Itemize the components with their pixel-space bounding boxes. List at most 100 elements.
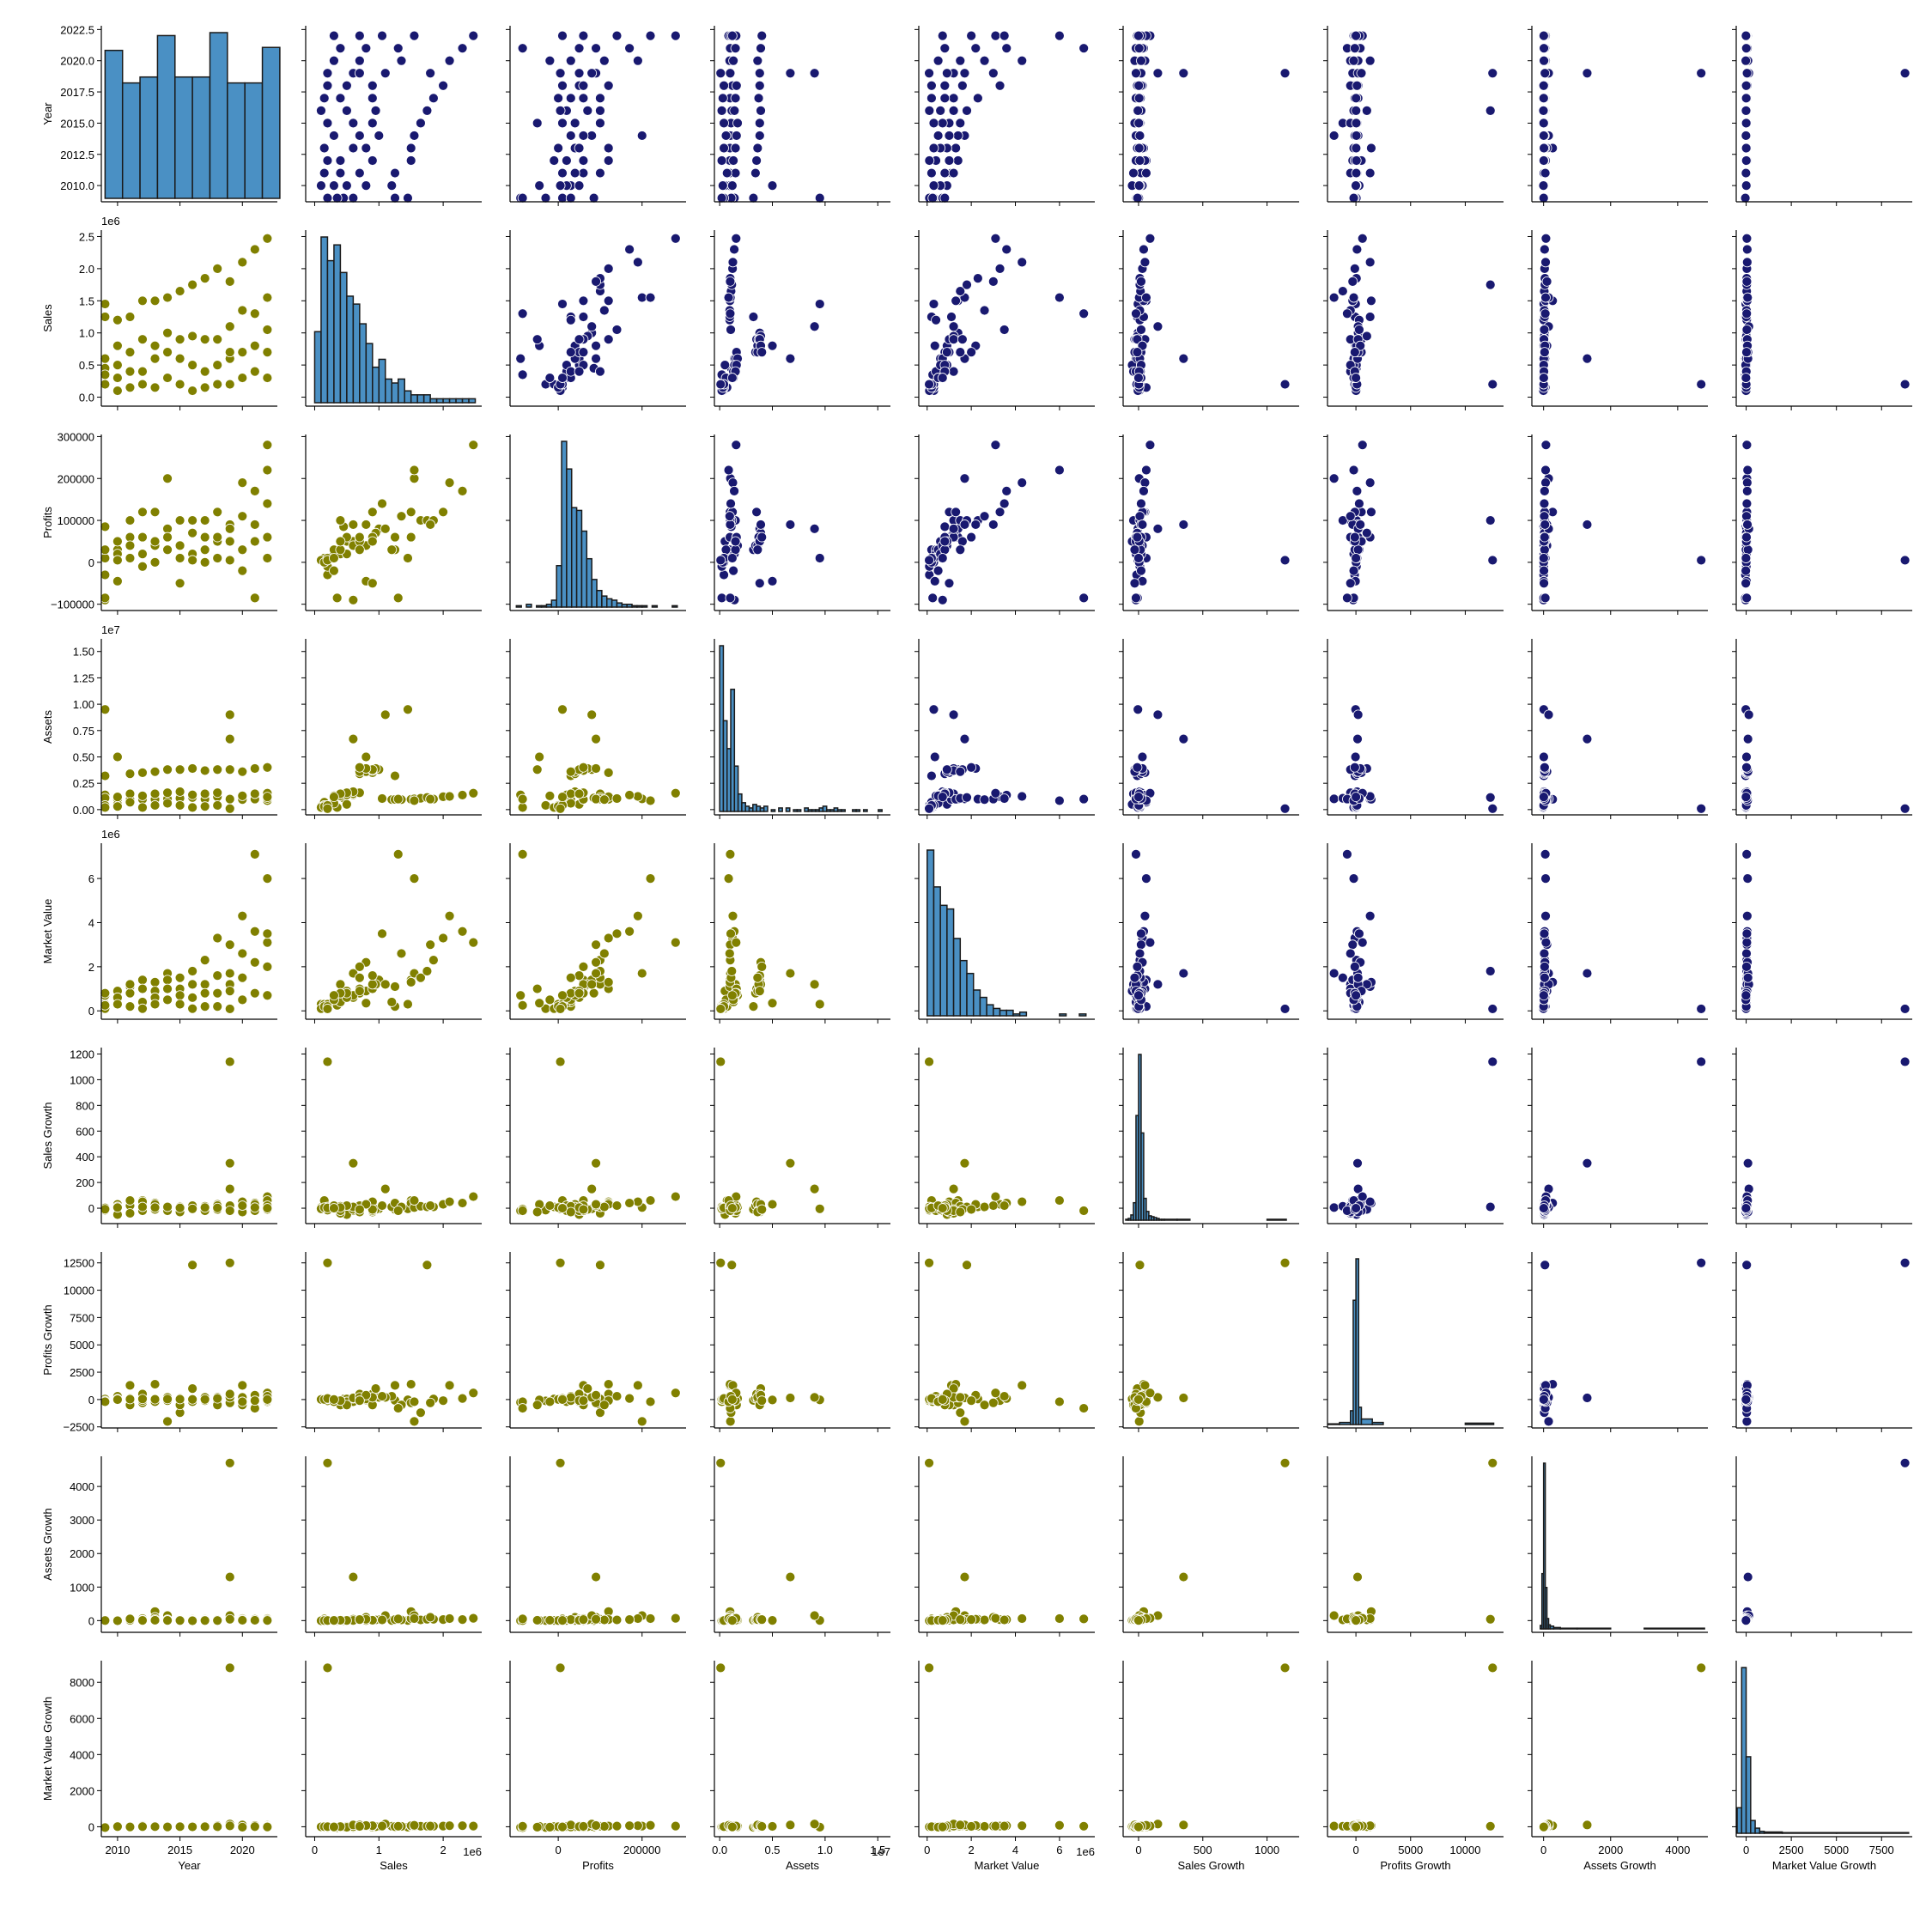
panel-assets-growth-vs-sales: [301, 1456, 482, 1637]
histogram-bar: [966, 972, 975, 1017]
scatter-point: [574, 180, 585, 191]
scatter-point: [987, 1200, 999, 1211]
scatter-point: [112, 999, 123, 1010]
scatter-point: [1279, 803, 1291, 814]
scatter-point: [730, 43, 741, 54]
scatter-point: [137, 561, 148, 572]
scatter-point: [125, 532, 136, 543]
scatter-point: [716, 105, 727, 116]
y-tick-label: 1000: [70, 1581, 94, 1594]
scatter-point: [1899, 1004, 1911, 1014]
scatter-point: [425, 1397, 436, 1408]
scatter-point: [1342, 592, 1352, 604]
scatter-point: [1352, 1571, 1363, 1583]
scatter-point: [199, 515, 210, 526]
scatter-point: [335, 536, 346, 547]
scatter-point: [125, 1394, 136, 1405]
scatter-point: [249, 340, 260, 351]
scatter-point: [1582, 1393, 1593, 1403]
scatter-point: [162, 1615, 173, 1626]
scatter-point: [237, 373, 248, 383]
scatter-point: [1741, 440, 1753, 451]
scatter-point: [1357, 233, 1368, 244]
y-tick-label: 1.0: [79, 327, 94, 340]
scatter-point: [249, 485, 260, 496]
scatter-point: [1741, 948, 1752, 959]
panel-year-vs-profits-growth: [1323, 26, 1504, 206]
histogram-bar: [209, 32, 228, 199]
scatter-point: [249, 987, 260, 999]
scatter-point: [341, 80, 352, 91]
scatter-point: [1132, 347, 1143, 358]
scatter-point: [100, 770, 111, 781]
scatter-point: [392, 793, 404, 805]
scatter-point: [726, 1615, 738, 1626]
scatter-point: [367, 155, 378, 166]
histogram-bar: [448, 398, 457, 404]
scatter-point: [645, 1396, 656, 1407]
scatter-point: [262, 1615, 273, 1626]
scatter-point: [1352, 1183, 1364, 1194]
scatter-point: [100, 704, 111, 715]
scatter-point: [162, 473, 173, 484]
scatter-point: [335, 167, 346, 179]
scatter-point: [149, 340, 161, 351]
scatter-point: [405, 507, 416, 518]
scatter-point: [1540, 873, 1551, 884]
histogram-bar: [1140, 1132, 1145, 1221]
scatter-point: [1352, 544, 1364, 556]
scatter-point: [752, 972, 763, 983]
scatter-point: [125, 347, 136, 358]
y-tick-label: 2010.0: [60, 179, 94, 192]
scatter-point: [948, 366, 959, 377]
y-tick-label: 400: [76, 1151, 94, 1163]
scatter-point: [603, 767, 614, 778]
scatter-point: [532, 1206, 543, 1218]
panel-assets-vs-market-value-growth: [1732, 639, 1912, 819]
scatter-point: [814, 192, 825, 204]
scatter-point: [354, 131, 365, 141]
scatter-point: [212, 1001, 223, 1012]
scatter-point: [578, 167, 589, 179]
scatter-point: [174, 1394, 185, 1405]
scatter-point: [1351, 1203, 1362, 1213]
scatter-point: [1133, 1394, 1144, 1405]
scatter-point: [987, 276, 999, 287]
panel-profits-vs-sales: [301, 434, 482, 615]
scatter-point: [249, 244, 260, 255]
scatter-point: [149, 1615, 161, 1625]
scatter-point: [1351, 118, 1362, 129]
scatter-point: [565, 766, 576, 777]
histogram-bar: [616, 602, 623, 608]
histogram-bar: [536, 605, 543, 608]
scatter-point: [1351, 373, 1362, 383]
scatter-point: [670, 1388, 681, 1399]
scatter-point: [329, 131, 339, 141]
scatter-point: [1133, 373, 1144, 383]
scatter-point: [595, 118, 605, 129]
scatter-point: [979, 1400, 990, 1411]
scatter-point: [1741, 244, 1753, 255]
scatter-point: [645, 292, 656, 303]
scatter-point: [237, 305, 248, 316]
scatter-point: [586, 709, 598, 720]
scatter-point: [1364, 167, 1376, 179]
scatter-point: [726, 180, 738, 191]
scatter-point: [1741, 848, 1753, 860]
scatter-point: [565, 93, 576, 104]
scatter-point: [928, 118, 939, 129]
panel-market-value-vs-profits: [506, 843, 686, 1024]
scatter-point: [939, 43, 951, 54]
scatter-point: [632, 1613, 643, 1624]
scatter-point: [951, 295, 962, 307]
scatter-point: [591, 968, 601, 979]
scatter-point: [348, 1157, 359, 1169]
scatter-point: [611, 1200, 623, 1211]
scatter-point: [578, 155, 589, 166]
scatter-point: [174, 578, 185, 589]
scatter-point: [1141, 167, 1151, 179]
scatter-point: [403, 553, 413, 563]
scatter-point: [1899, 1457, 1911, 1468]
scatter-point: [515, 353, 526, 364]
scatter-point: [416, 118, 426, 129]
